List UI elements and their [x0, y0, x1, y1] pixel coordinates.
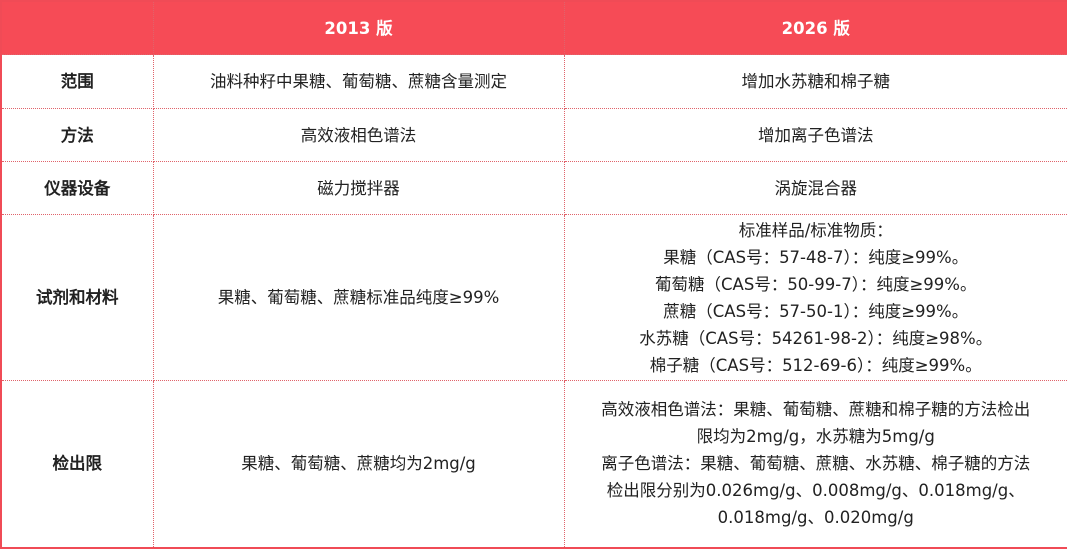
- cell-old: 果糖、葡萄糖、蔗糖均为2mg/g: [152, 380, 565, 548]
- header-corner: [0, 0, 154, 55]
- header-row: 2013 版 2026 版: [0, 0, 1067, 55]
- cell-old: 磁力搅拌器: [152, 161, 565, 215]
- header-cell: 2013 版: [152, 0, 565, 55]
- cell-line: 检出限分别为0.026mg/g、0.008mg/g、0.018mg/g、: [606, 481, 1025, 501]
- cell-line: 限均为2mg/g，水苏糖为5mg/g: [696, 427, 935, 447]
- cell-line: 高效液相色谱法：果糖、葡萄糖、蔗糖和棉子糖的方法检出: [601, 400, 1031, 420]
- row-label: 检出限: [0, 380, 154, 548]
- table-body: 范围 油料种籽中果糖、葡萄糖、蔗糖含量测定 增加水苏糖和棉子糖方法 高效液相色谱法 增加…: [0, 54, 1067, 548]
- cell-line: 油料种籽中果糖、葡萄糖、蔗糖含量测定: [210, 72, 507, 91]
- cell-line: 果糖、葡萄糖、蔗糖标准品纯度≥99%: [217, 288, 500, 307]
- row-label: 方法: [0, 108, 154, 162]
- table-row: 仪器设备 磁力搅拌器 涡旋混合器: [0, 161, 1067, 215]
- cell-new: 增加水苏糖和棉子糖: [563, 54, 1067, 109]
- table-row: 范围 油料种籽中果糖、葡萄糖、蔗糖含量测定 增加水苏糖和棉子糖: [0, 54, 1067, 109]
- cell-line: 高效液相色谱法: [300, 125, 417, 145]
- cell-new: 增加离子色谱法: [563, 108, 1067, 162]
- cell-line: 离子色谱法：果糖、葡萄糖、蔗糖、水苏糖、棉子糖的方法: [601, 454, 1031, 474]
- row-label: 试剂和材料: [0, 214, 154, 381]
- cell-line: 增加离子色谱法: [758, 125, 874, 145]
- cell-line: 果糖、葡萄糖、蔗糖均为2mg/g: [241, 454, 476, 474]
- cell-line: 0.018mg/g、0.020mg/g: [717, 508, 914, 528]
- cell-old: 油料种籽中果糖、葡萄糖、蔗糖含量测定: [152, 54, 565, 109]
- header-cell: 2026 版: [563, 0, 1067, 55]
- table-row: 试剂和材料 果糖、葡萄糖、蔗糖标准品纯度≥99% 标准样品/标准物质： 果糖（CAS号…: [0, 214, 1067, 381]
- cell-old: 高效液相色谱法: [152, 108, 565, 162]
- row-label: 范围: [0, 54, 154, 109]
- cell-line: 葡萄糖（CAS号：50-99-7）：纯度≥99%。: [655, 274, 977, 294]
- cell-line: 涡旋混合器: [774, 178, 858, 198]
- cell-line: 增加水苏糖和棉子糖: [741, 72, 891, 91]
- cell-old: 果糖、葡萄糖、蔗糖标准品纯度≥99%: [152, 214, 565, 381]
- cell-new: 标准样品/标准物质： 果糖（CAS号：57-48-7）：纯度≥99%。 葡萄糖（CA…: [563, 214, 1067, 381]
- table-row: 方法 高效液相色谱法 增加离子色谱法: [0, 108, 1067, 162]
- cell-line: 磁力搅拌器: [317, 178, 400, 198]
- cell-line: 蔗糖（CAS号：57-50-1）：纯度≥99%。: [663, 301, 969, 321]
- cell-line: 果糖（CAS号：57-48-7）：纯度≥99%。: [663, 247, 969, 267]
- cell-line: 棉子糖（CAS号：512-69-6）：纯度≥99%。: [649, 355, 982, 375]
- table-row: 检出限 果糖、葡萄糖、蔗糖均为2mg/g 高效液相色谱法：果糖、葡萄糖、蔗糖和棉子糖…: [0, 380, 1067, 548]
- cell-line: 标准样品/标准物质：: [738, 220, 893, 240]
- cell-line: 水苏糖（CAS号：54261-98-2）：纯度≥98%。: [639, 328, 993, 348]
- cell-new: 涡旋混合器: [563, 161, 1067, 215]
- cell-new: 高效液相色谱法：果糖、葡萄糖、蔗糖和棉子糖的方法检出 限均为2mg/g，水苏糖为5…: [563, 380, 1067, 548]
- row-label: 仪器设备: [0, 161, 154, 215]
